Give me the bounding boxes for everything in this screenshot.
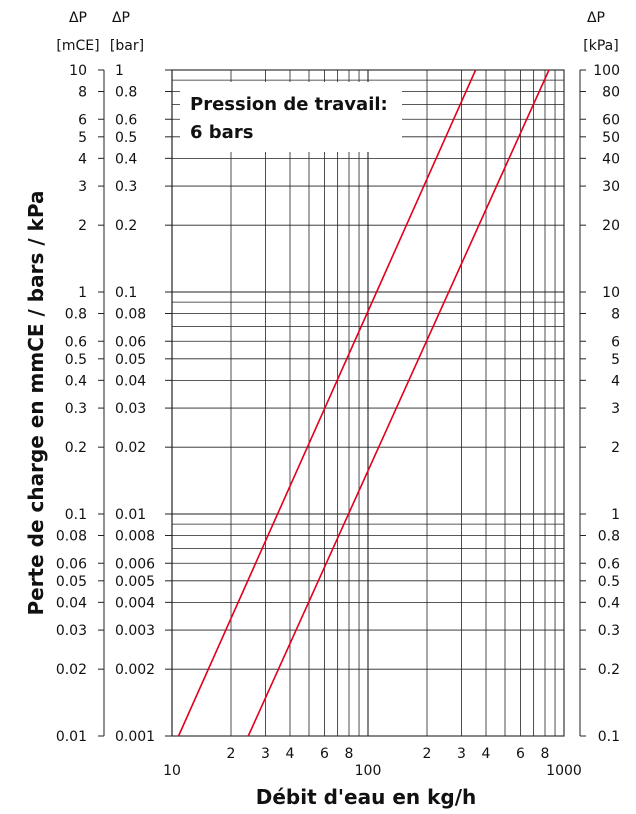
- left-axis-1-tick-label: 4: [78, 151, 87, 167]
- x-axis-tick-label: 2: [227, 746, 236, 762]
- right-axis-tick-label: 6: [611, 334, 620, 350]
- right-axis-tick-label: 1: [611, 507, 620, 523]
- left-axis-2-tick-label: 1: [115, 63, 124, 79]
- x-axis-tick-label: 4: [482, 746, 491, 762]
- left-axis-2-tick-label: 0.3: [115, 179, 137, 195]
- right-axis-tick-label: 3: [611, 401, 620, 417]
- left-axis-1-tick-label: 0.01: [56, 729, 87, 745]
- left-axis-1-tick-label: 0.1: [65, 507, 87, 523]
- annotation-box: Pression de travail: 6 bars: [180, 82, 402, 152]
- right-axis-tick-label: 0.5: [598, 574, 620, 590]
- left-axis-1-tick-label: 0.08: [56, 529, 87, 545]
- left-axis-1-tick-label: 0.4: [65, 373, 87, 389]
- right-axis-tick-label: 80: [602, 85, 620, 101]
- grid: [171, 69, 565, 737]
- x-axis-label: Débit d'eau en kg/h: [256, 785, 477, 809]
- left-axis-2-tick-label: 0.1: [115, 285, 137, 301]
- left-axis-2-tick-label: 0.003: [115, 623, 155, 639]
- right-axis-tick-label: 2: [611, 440, 620, 456]
- left-axis-2-unit: [bar]: [110, 38, 144, 54]
- left-axis-2-tick-label: 0.02: [115, 440, 146, 456]
- left-axis-2-tick-label: 0.2: [115, 218, 137, 234]
- left-axis-2-tick-label: 0.05: [115, 352, 146, 368]
- x-axis-tick-label: 3: [261, 746, 270, 762]
- left-axis-2-tick-label: 0.6: [115, 112, 137, 128]
- left-axis-2-symbol: ΔP: [112, 10, 130, 26]
- left-axis-2-tick-label: 0.5: [115, 130, 137, 146]
- x-axis-tick-label: 4: [286, 746, 295, 762]
- right-axis-tick-label: 40: [602, 151, 620, 167]
- right-axis-tick-label: 0.6: [598, 556, 620, 572]
- right-axis-tick-label: 0.3: [598, 623, 620, 639]
- left-axis-2-tick-label: 0.008: [115, 529, 155, 545]
- left-axis-2-tick-label: 0.03: [115, 401, 146, 417]
- right-axis-tick-label: 0.1: [598, 729, 620, 745]
- x-axis-tick-label: 8: [541, 746, 550, 762]
- right-axis-tick-label: 8: [611, 307, 620, 323]
- left-axis-2-tick-label: 0.004: [115, 595, 155, 611]
- left-axis-1-tick-label: 0.8: [65, 307, 87, 323]
- left-axis-1-tick-label: 2: [78, 218, 87, 234]
- left-axis-1-tick-label: 0.2: [65, 440, 87, 456]
- x-axis-tick-label: 2: [423, 746, 432, 762]
- right-axis-tick-label: 0.8: [598, 529, 620, 545]
- series-line: [247, 69, 550, 737]
- left-axis-1-tick-label: 0.05: [56, 574, 87, 590]
- left-axis-1-tick-label: 0.04: [56, 595, 87, 611]
- right-axis-tick-label: 5: [611, 352, 620, 368]
- axes: 1086543210.80.60.50.40.30.20.10.080.060.…: [56, 63, 620, 779]
- right-axis-tick-label: 0.2: [598, 662, 620, 678]
- x-axis-tick-label: 6: [516, 746, 525, 762]
- y-axis-label: Perte de charge en mmCE / bars / kPa: [24, 190, 48, 615]
- left-axis-1-tick-label: 0.6: [65, 334, 87, 350]
- annotation-line-2: 6 bars: [190, 122, 253, 143]
- left-axis-1-tick-label: 1: [78, 285, 87, 301]
- left-axis-1-symbol: ΔP: [69, 10, 87, 26]
- right-axis-symbol: ΔP: [587, 10, 605, 26]
- left-axis-1-tick-label: 8: [78, 85, 87, 101]
- right-axis-unit: [kPa]: [583, 38, 618, 54]
- left-axis-2-tick-label: 0.06: [115, 334, 146, 350]
- left-axis-1-tick-label: 6: [78, 112, 87, 128]
- left-axis-1-tick-label: 0.02: [56, 662, 87, 678]
- left-axis-1-unit: [mCE]: [56, 38, 99, 54]
- x-axis-tick-label: 8: [345, 746, 354, 762]
- right-axis-tick-label: 100: [593, 63, 620, 79]
- x-axis-tick-label: 3: [457, 746, 466, 762]
- right-axis-tick-label: 30: [602, 179, 620, 195]
- x-axis-tick-label: 10: [163, 763, 181, 779]
- left-axis-2-tick-label: 0.4: [115, 151, 137, 167]
- left-axis-2-tick-label: 0.006: [115, 556, 155, 572]
- right-axis-tick-label: 60: [602, 112, 620, 128]
- x-axis-tick-label: 6: [320, 746, 329, 762]
- series-layer: [177, 69, 550, 737]
- left-axis-1-tick-label: 0.3: [65, 401, 87, 417]
- left-axis-1-tick-label: 3: [78, 179, 87, 195]
- left-axis-1-tick-label: 5: [78, 130, 87, 146]
- right-axis-tick-label: 50: [602, 130, 620, 146]
- left-axis-1-tick-label: 0.03: [56, 623, 87, 639]
- right-axis-tick-label: 20: [602, 218, 620, 234]
- left-axis-2-tick-label: 0.04: [115, 373, 146, 389]
- left-axis-2-tick-label: 0.08: [115, 307, 146, 323]
- left-axis-2-tick-label: 0.005: [115, 574, 155, 590]
- x-axis-tick-label: 1000: [546, 763, 582, 779]
- right-axis-tick-label: 10: [602, 285, 620, 301]
- series-line: [177, 69, 477, 737]
- left-axis-2-tick-label: 0.8: [115, 85, 137, 101]
- left-axis-2-tick-label: 0.01: [115, 507, 146, 523]
- right-axis-tick-label: 0.4: [598, 595, 620, 611]
- left-axis-1-tick-label: 10: [69, 63, 87, 79]
- right-axis-tick-label: 4: [611, 373, 620, 389]
- left-axis-1-tick-label: 0.06: [56, 556, 87, 572]
- plot-frame: [171, 69, 565, 737]
- left-axis-2-tick-label: 0.001: [115, 729, 155, 745]
- left-axis-2-tick-label: 0.002: [115, 662, 155, 678]
- left-axis-1-tick-label: 0.5: [65, 352, 87, 368]
- x-axis-tick-label: 100: [355, 763, 382, 779]
- annotation-line-1: Pression de travail:: [190, 94, 388, 115]
